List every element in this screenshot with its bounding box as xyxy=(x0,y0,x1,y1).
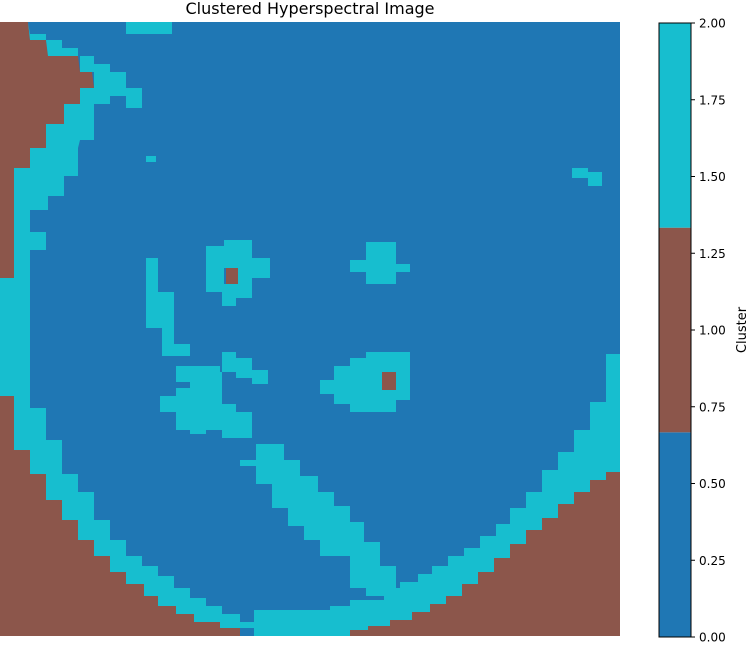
chart-title: Clustered Hyperspectral Image xyxy=(185,0,434,18)
cluster-1-region-left xyxy=(0,210,14,278)
colorbar-tick-label: 0.00 xyxy=(699,631,726,645)
cluster-1-region-bottom-left xyxy=(0,396,240,636)
colorbar-band-1 xyxy=(659,227,691,433)
colorbar-tick-label: 0.25 xyxy=(699,554,726,568)
colorbar-band-2 xyxy=(659,23,691,228)
cluster-1-region-spot xyxy=(382,372,396,390)
cluster-1-region-eye-spot xyxy=(226,268,238,284)
colorbar-tick-label: 0.75 xyxy=(699,400,726,414)
colorbar-tick-label: 1.00 xyxy=(699,324,726,338)
colorbar-tick-label: 1.25 xyxy=(699,247,726,261)
cluster-1-region-bottom-right xyxy=(350,472,620,636)
colorbar-label: Cluster xyxy=(735,306,749,353)
colorbar-tick-label: 1.75 xyxy=(699,93,726,107)
cluster-image xyxy=(0,22,620,636)
cluster-1-region-top-left xyxy=(0,22,94,210)
colorbar: 0.00 0.25 0.50 0.75 1.00 1.25 1.50 1.75 2.00 Clu… xyxy=(658,17,749,645)
colorbar-tick-label: 2.00 xyxy=(699,17,726,31)
colorbar-tick-label: 1.50 xyxy=(699,170,726,184)
colorbar-band-0 xyxy=(659,432,691,637)
colorbar-tick-label: 0.50 xyxy=(699,477,726,491)
